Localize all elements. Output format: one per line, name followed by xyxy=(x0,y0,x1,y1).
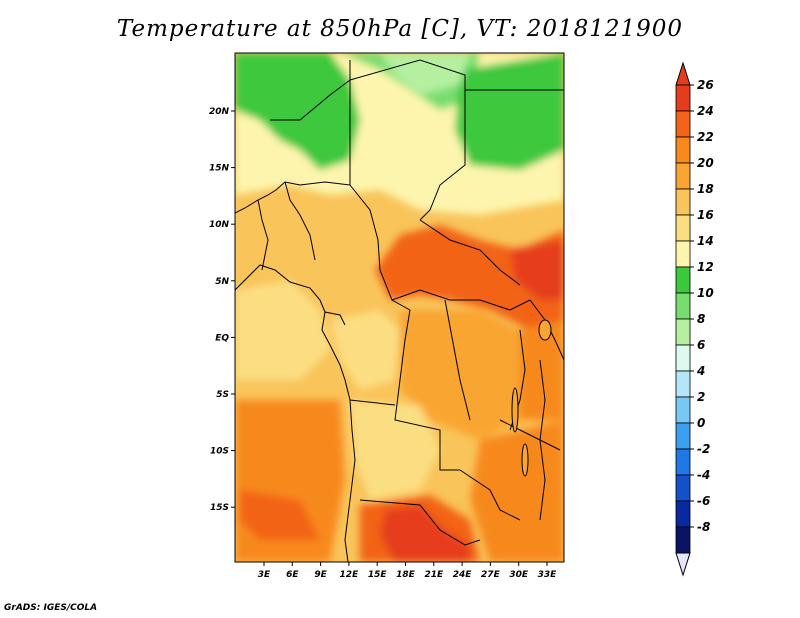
longitude-axis: 3E 6E 9E 12E 15E 18E 21E 24E 27E 30E 33E xyxy=(258,562,557,580)
region-interior xyxy=(400,310,520,440)
colorbar-top-arrow xyxy=(675,61,691,86)
lat-tick-label: EQ xyxy=(215,333,229,343)
colorbar-label: -2 xyxy=(697,442,710,456)
colorbar-swatch xyxy=(675,292,691,320)
lat-tick-label: 10N xyxy=(209,220,230,230)
colorbar-label: 24 xyxy=(697,104,714,118)
chart-title: Temperature at 850hPa [C], VT: 201812190… xyxy=(116,16,684,42)
colorbar-swatch xyxy=(675,474,691,502)
colorbar-swatch xyxy=(675,240,691,268)
colorbar-swatch xyxy=(675,188,691,216)
colorbar-label: 6 xyxy=(697,338,705,352)
region-southeast xyxy=(470,420,564,562)
colorbar-swatch xyxy=(675,500,691,528)
colorbar-swatch xyxy=(675,526,691,554)
lon-tick-label: 3E xyxy=(258,570,271,580)
region-sahara-pale xyxy=(380,53,470,95)
region-sahara-east xyxy=(455,53,564,170)
colorbar-label: 20 xyxy=(697,156,714,170)
lat-tick-label: 20N xyxy=(209,107,230,117)
region-east-lakes xyxy=(520,320,564,420)
colorbar-swatch xyxy=(675,422,691,450)
colorbar-swatch xyxy=(675,136,691,164)
colorbar-label: 12 xyxy=(697,260,714,274)
colorbar-label: 26 xyxy=(697,78,714,92)
colorbar-label: 2 xyxy=(697,390,705,404)
colorbar-swatch xyxy=(675,162,691,190)
colorbar-label: 0 xyxy=(697,416,705,430)
colorbar-label: -8 xyxy=(697,520,710,534)
colorbar-swatch xyxy=(675,318,691,346)
colorbar-label: 14 xyxy=(697,234,714,248)
colorbar-label: -6 xyxy=(697,494,710,508)
colorbar-swatch xyxy=(675,110,691,138)
lat-tick-label: 5N xyxy=(215,277,229,287)
lon-tick-label: 27E xyxy=(481,570,501,580)
map-frame xyxy=(234,52,565,563)
colorbar-swatch xyxy=(675,344,691,372)
colorbar-swatch xyxy=(675,266,691,294)
lon-tick-label: 12E xyxy=(340,570,360,580)
region-kalahari-core xyxy=(380,505,470,562)
lon-tick-label: 18E xyxy=(396,570,416,580)
lat-tick-label: 15S xyxy=(210,503,229,513)
region-ocean-warm xyxy=(240,490,320,540)
region-hot-east xyxy=(510,240,564,300)
colorbar-label: 10 xyxy=(697,286,714,300)
colorbar-swatch xyxy=(675,448,691,476)
lat-tick-label: 5S xyxy=(216,390,229,400)
lon-tick-label: 9E xyxy=(314,570,327,580)
colorbar-swatch xyxy=(675,370,691,398)
colorbar-label: 4 xyxy=(696,364,705,378)
colorbar-label: 18 xyxy=(697,182,714,196)
grads-credit: GrADS: IGES/COLA xyxy=(4,603,98,613)
colorbar-swatch xyxy=(675,396,691,424)
region-sahara-west xyxy=(235,53,360,170)
lon-tick-label: 24E xyxy=(453,570,473,580)
region-west-coast xyxy=(235,280,330,380)
country-borders xyxy=(235,59,564,562)
colorbar-label: 22 xyxy=(697,130,714,144)
latitude-axis: 20N 15N 10N 5N EQ 5S 10S 15S xyxy=(209,107,235,513)
colorbar-label: 8 xyxy=(697,312,705,326)
lat-tick-label: 15N xyxy=(209,164,230,174)
colorbar-label: -4 xyxy=(697,468,710,482)
colorbar-swatch xyxy=(675,84,691,112)
lon-tick-label: 30E xyxy=(509,570,529,580)
region-congo-west xyxy=(330,310,400,390)
lon-tick-label: 33E xyxy=(538,570,558,580)
temperature-field xyxy=(235,53,564,562)
colorbar-swatch xyxy=(675,214,691,242)
colorbar-bottom-arrow xyxy=(675,552,691,577)
lat-tick-label: 10S xyxy=(210,447,229,457)
colorbar-label: 16 xyxy=(697,208,714,222)
lon-tick-label: 15E xyxy=(368,570,388,580)
lon-tick-label: 21E xyxy=(424,570,444,580)
lon-tick-label: 6E xyxy=(286,570,299,580)
great-lakes xyxy=(511,319,552,477)
